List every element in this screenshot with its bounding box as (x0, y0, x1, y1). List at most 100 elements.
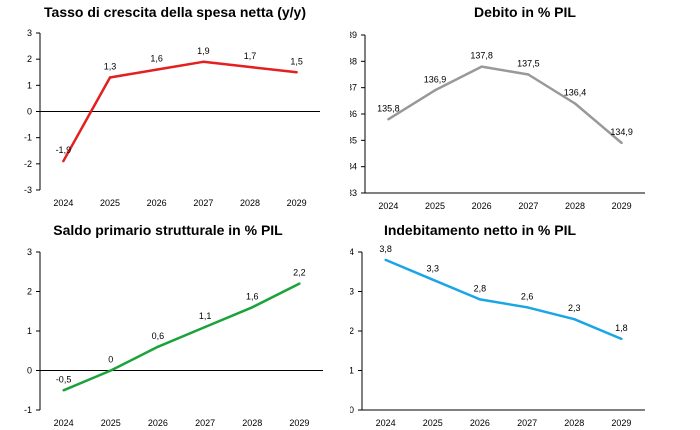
data-label: 2,8 (474, 283, 487, 293)
data-label: -1,9 (56, 145, 72, 155)
data-point (298, 282, 301, 285)
chart-svg: Saldo primario strutturale in % PIL -1 0 1 2… (24, 222, 323, 428)
y-tick-label: 0 (27, 107, 32, 117)
y-tick-label: 2 (27, 54, 32, 64)
series-line (63, 282, 300, 392)
data-point (156, 345, 160, 348)
x-tick-label: 2026 (472, 201, 492, 211)
data-point (248, 65, 252, 69)
data-label: 2,3 (568, 303, 581, 313)
x-tick-label: 2027 (195, 418, 215, 428)
y-tick-label: 4 (350, 247, 354, 257)
data-label: 134,9 (610, 127, 633, 137)
series-line (387, 65, 623, 144)
chart-title: Saldo primario strutturale in % PIL (53, 222, 283, 238)
chart-title: Tasso di crescita della spesa netta (y/y… (44, 4, 306, 20)
data-point (431, 278, 434, 281)
chart-svg: Debito in % PIL 133 134 135 136 137 138 139 2024… (350, 4, 645, 211)
data-point (295, 71, 298, 74)
data-label: 1,1 (199, 311, 212, 321)
x-tick-label: 2026 (147, 198, 167, 208)
data-point (62, 389, 65, 392)
data-point (573, 317, 576, 321)
x-tick-label: 2026 (470, 418, 490, 428)
data-point (620, 141, 623, 145)
data-label: 1,5 (290, 56, 303, 66)
x-tick-label: 2029 (289, 418, 309, 428)
y-tick-label: 0 (350, 405, 354, 415)
chart-svg: Tasso di crescita della spesa netta (y/y… (24, 4, 320, 208)
data-label: 2,6 (521, 291, 534, 301)
data-label: 3,3 (426, 264, 439, 274)
x-tick-label: 2029 (612, 201, 632, 211)
x-tick-label: 2028 (240, 198, 260, 208)
data-point (480, 65, 483, 68)
data-label: 137,8 (470, 51, 493, 61)
y-tick-label: -2 (24, 159, 32, 169)
data-point (109, 369, 112, 372)
y-tick-label: 3 (27, 28, 32, 38)
chart-svg: Indebitamento netto in % PIL 0 1 2 3 4 2024 202… (350, 222, 645, 428)
data-label: 137,5 (517, 59, 540, 69)
y-tick-label: 133 (350, 188, 357, 198)
data-label: 1,7 (244, 51, 257, 61)
y-tick-label: 0 (27, 366, 32, 376)
data-point (203, 325, 207, 329)
y-tick-label: 3 (350, 287, 354, 297)
x-tick-label: 2025 (423, 418, 443, 428)
data-label: 0,6 (152, 331, 165, 341)
data-point (527, 73, 530, 76)
series-line (385, 258, 622, 341)
y-tick-label: -1 (24, 133, 32, 143)
data-point (62, 160, 65, 163)
data-point (620, 337, 623, 341)
x-tick-label: 2025 (100, 198, 120, 208)
y-tick-label: 2 (27, 287, 32, 297)
chart-title: Debito in % PIL (474, 4, 576, 20)
data-label: 136,4 (564, 87, 587, 97)
chart-debito: Debito in % PIL 133 134 135 136 137 138 139 2024… (350, 0, 700, 215)
data-label: 1,6 (150, 54, 163, 64)
x-tick-label: 2024 (53, 198, 73, 208)
data-label: 1,6 (246, 291, 259, 301)
chart-spesa-netta: Tasso di crescita della spesa netta (y/y… (0, 0, 350, 215)
data-point (573, 102, 577, 105)
y-tick-label: 1 (27, 326, 32, 336)
y-tick-label: 1 (350, 366, 354, 376)
x-tick-label: 2029 (611, 418, 631, 428)
y-tick-label: -3 (24, 185, 32, 195)
y-tick-label: 2 (350, 326, 354, 336)
data-label: 3,8 (379, 244, 392, 254)
data-point (384, 258, 387, 262)
y-tick-label: 3 (27, 247, 32, 257)
x-tick-label: 2026 (148, 418, 168, 428)
chart-title: Indebitamento netto in % PIL (384, 222, 577, 238)
x-tick-label: 2025 (101, 418, 121, 428)
y-tick-label: -1 (24, 405, 32, 415)
data-point (202, 60, 205, 63)
data-label: 1,9 (197, 46, 210, 56)
data-point (108, 76, 112, 79)
x-tick-label: 2024 (54, 418, 74, 428)
x-tick-label: 2027 (193, 198, 213, 208)
x-tick-label: 2028 (565, 201, 585, 211)
data-label: -0,5 (56, 374, 72, 384)
y-tick-label: 136 (350, 109, 357, 119)
data-point (525, 306, 529, 309)
x-tick-label: 2028 (564, 418, 584, 428)
data-point (251, 306, 254, 309)
x-tick-label: 2027 (518, 201, 538, 211)
chart-saldo-primario: Saldo primario strutturale in % PIL -1 0 1 2… (0, 215, 350, 430)
x-tick-label: 2024 (378, 201, 398, 211)
x-tick-label: 2025 (425, 201, 445, 211)
x-tick-label: 2024 (376, 418, 396, 428)
x-tick-label: 2027 (517, 418, 537, 428)
data-point (155, 68, 158, 71)
y-tick-label: 139 (350, 30, 357, 40)
data-label: 136,9 (424, 74, 447, 84)
y-tick-label: 1 (27, 80, 32, 90)
data-label: 1,8 (615, 323, 628, 333)
chart-indebitamento: Indebitamento netto in % PIL 0 1 2 3 4 2024 202… (350, 215, 700, 430)
y-tick-label: 138 (350, 56, 357, 66)
data-label: 0 (108, 355, 113, 365)
